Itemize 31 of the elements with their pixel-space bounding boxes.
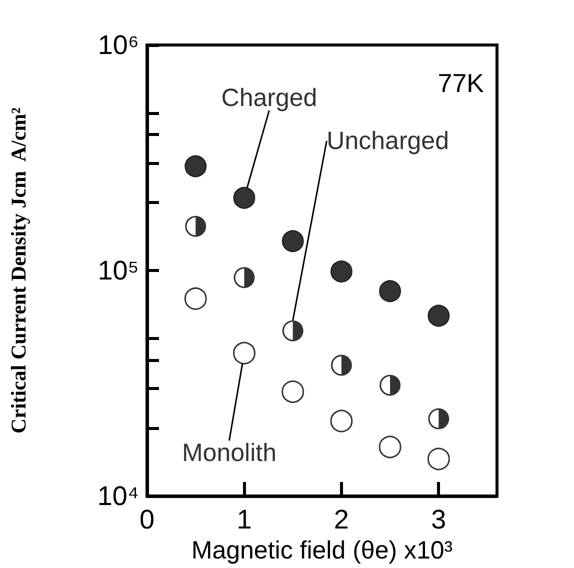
point	[184, 155, 207, 178]
point	[330, 354, 352, 376]
series-label: Charged	[221, 84, 318, 112]
point	[428, 304, 450, 327]
y-tick-label: 10⁶	[98, 30, 139, 60]
text: Uncharged	[326, 126, 449, 155]
y-tick-label: 10⁴	[97, 481, 139, 511]
annotation: 77K	[438, 68, 485, 98]
point	[379, 280, 402, 302]
x-tick-label: 3	[431, 504, 446, 534]
point	[282, 230, 304, 252]
x-tick-label: 0	[139, 504, 155, 534]
x-tick-label: 2	[334, 504, 349, 534]
point	[378, 436, 402, 458]
point	[380, 374, 401, 396]
point	[428, 408, 450, 430]
point	[330, 410, 353, 432]
y-tick-label: 10⁵	[98, 256, 139, 286]
point	[233, 186, 256, 209]
point	[184, 287, 207, 310]
point	[185, 216, 206, 237]
point	[330, 260, 352, 282]
point	[232, 342, 256, 364]
point	[282, 320, 304, 342]
y-axis-title: Critical Current Density Jcm A/cm²	[6, 107, 30, 434]
point	[282, 380, 304, 403]
point	[427, 448, 450, 470]
point	[234, 267, 255, 288]
x-axis-title: Magnetic field (θe) x10³	[191, 536, 453, 564]
series-label: Monolith	[182, 439, 276, 468]
x-tick-label: 1	[236, 504, 252, 534]
